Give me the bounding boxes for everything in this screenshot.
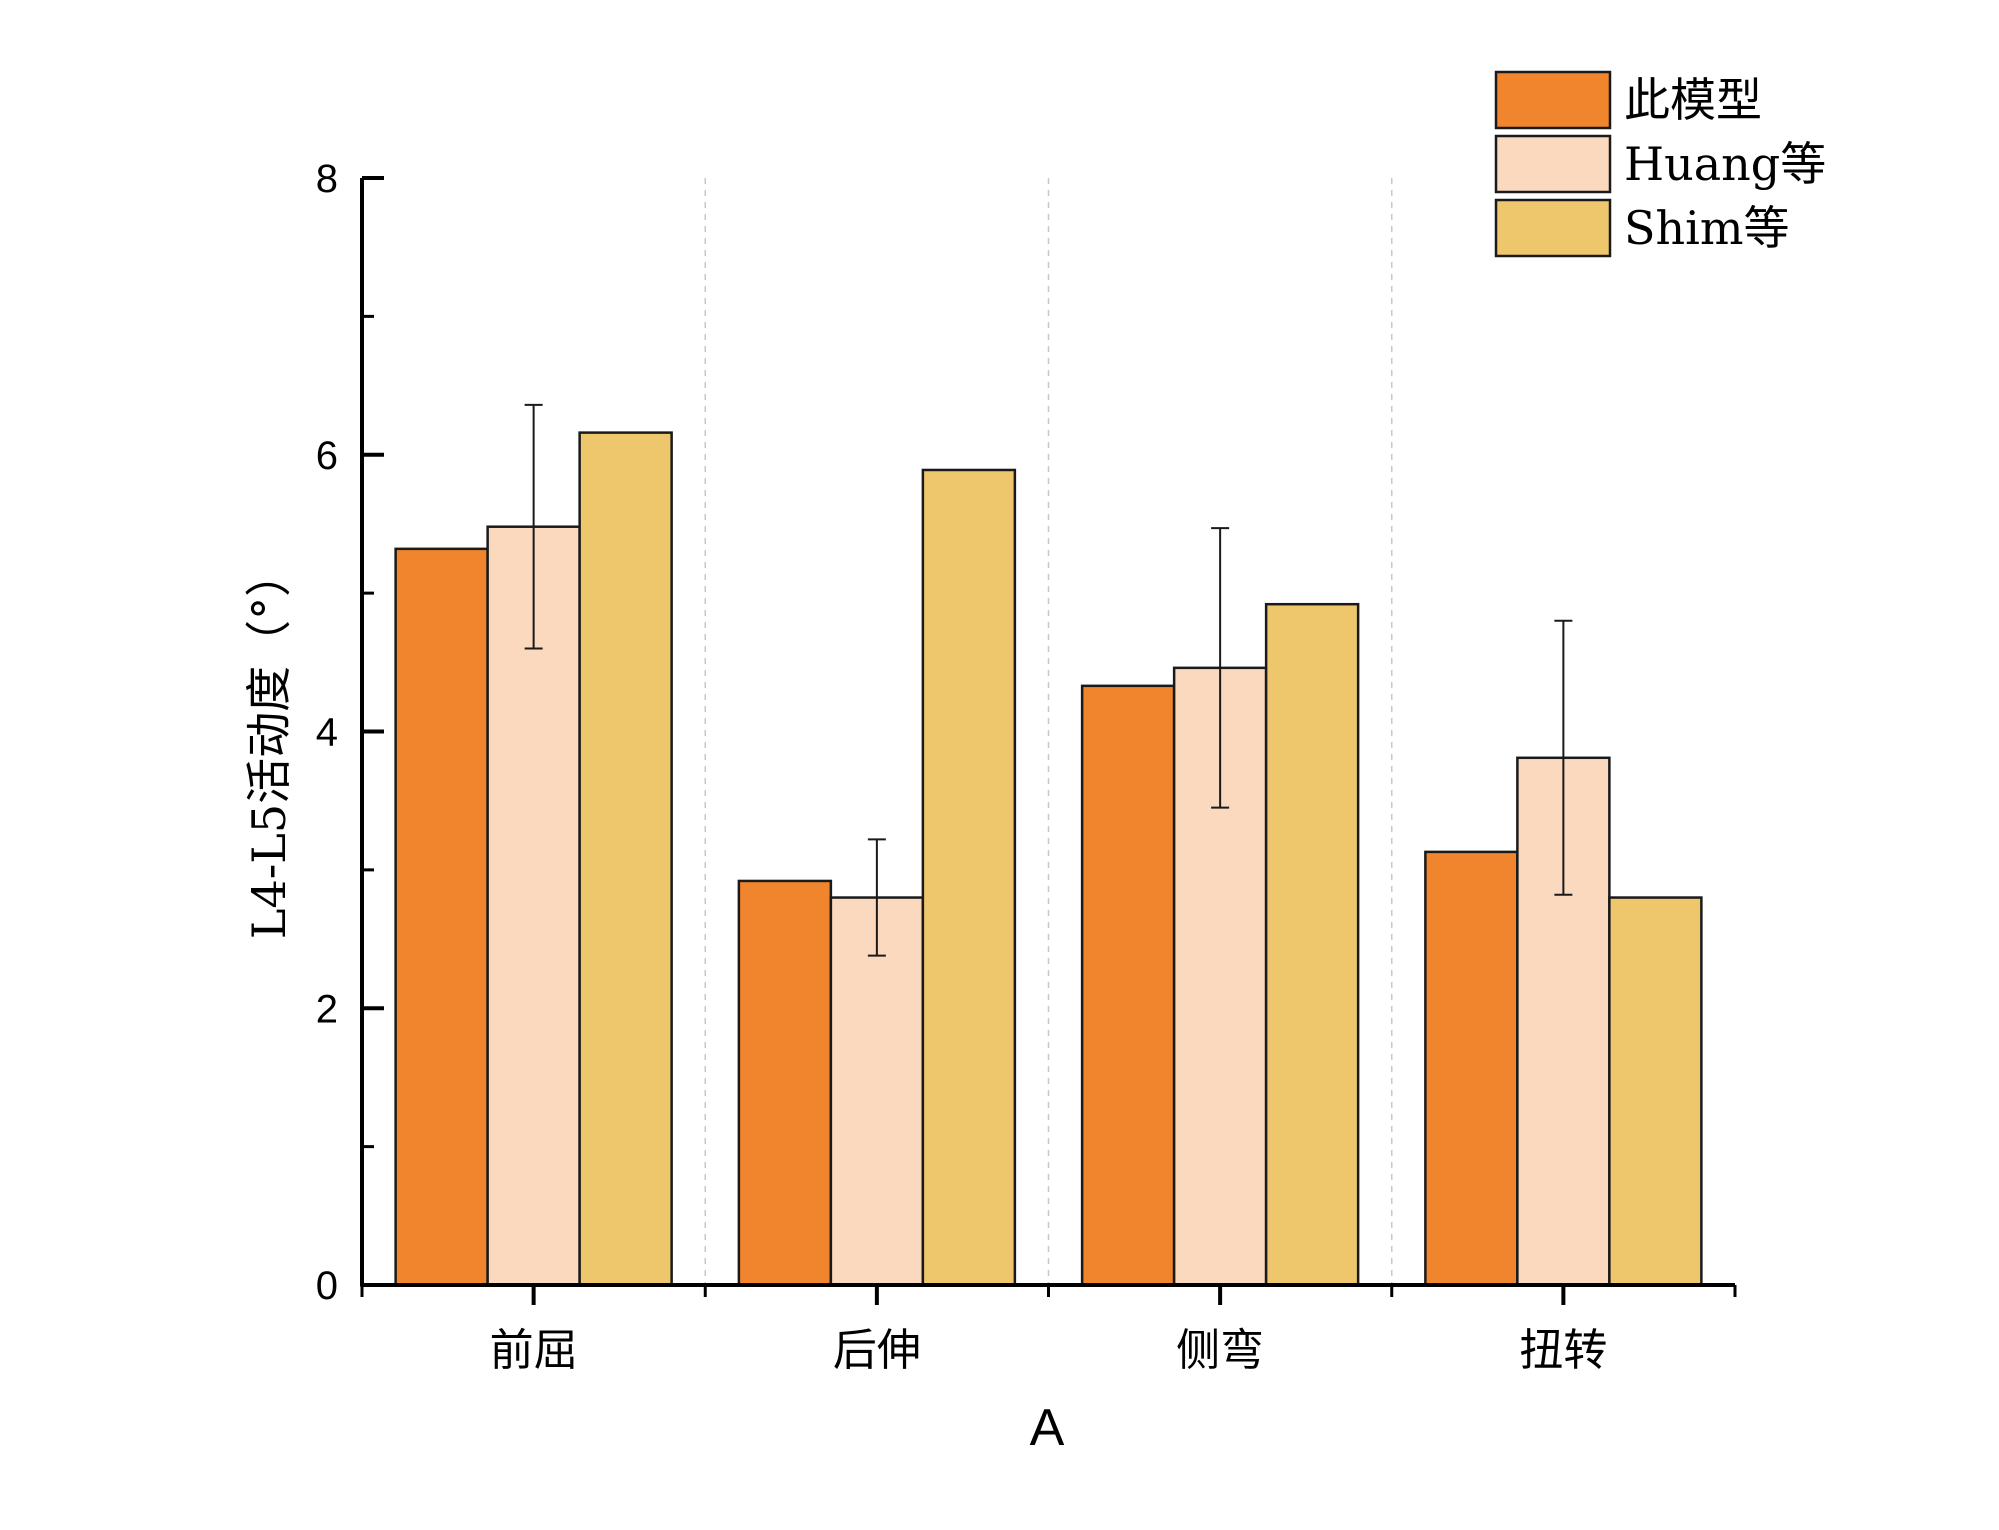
error-bar-2-1 (524, 403, 543, 650)
error-bar-2-2 (867, 838, 886, 957)
legend-label-1: 此模型 (1624, 73, 1762, 127)
bar-1-4 (1424, 850, 1519, 1287)
x-axis-label: A (1030, 1399, 1065, 1457)
bar-1-2 (737, 879, 833, 1287)
legend-label-3: Shim等 (1624, 201, 1789, 255)
error-bars (524, 403, 1573, 957)
bar-1-1 (394, 547, 489, 1287)
x-tick-label-3: 扭转 (1519, 1325, 1607, 1376)
x-tick-label-1: 后伸 (833, 1325, 921, 1376)
x-tick-label-0: 前屈 (490, 1325, 578, 1376)
y-tick-label-4: 8 (316, 157, 338, 201)
x-ticks: 前屈 后伸 侧弯 扭转 (360, 1285, 1737, 1376)
bar-3-3 (1264, 602, 1360, 1287)
legend-swatch-1 (1494, 70, 1612, 130)
y-axis-label: L4-L5活动度（°） (242, 551, 296, 939)
legend-swatch-2 (1494, 134, 1612, 194)
legend-item-2: Huang等 (1494, 134, 1826, 194)
legend: 此模型 Huang等 Shim等 (1494, 70, 1826, 258)
y-ticks: 0 2 4 6 8 (316, 157, 384, 1308)
group-separators (704, 178, 1393, 1285)
bar-1-3 (1080, 684, 1176, 1287)
legend-swatch-3 (1494, 198, 1612, 258)
x-tick-label-2: 侧弯 (1176, 1325, 1264, 1376)
y-tick-label-0: 0 (316, 1264, 338, 1308)
bar-3-2 (921, 468, 1017, 1287)
y-tick-label-1: 2 (316, 987, 338, 1031)
error-bar-2-4 (1554, 619, 1573, 896)
bar-2-1 (486, 525, 581, 1287)
legend-label-2: Huang等 (1624, 137, 1826, 191)
bars (394, 431, 1703, 1287)
bar-3-4 (1608, 896, 1703, 1287)
y-tick-label-2: 4 (316, 711, 338, 755)
bar-3-1 (578, 431, 673, 1287)
y-tick-label-3: 6 (316, 434, 338, 478)
error-bar-2-3 (1211, 527, 1230, 809)
legend-item-3: Shim等 (1494, 198, 1789, 258)
legend-item-1: 此模型 (1494, 70, 1762, 130)
